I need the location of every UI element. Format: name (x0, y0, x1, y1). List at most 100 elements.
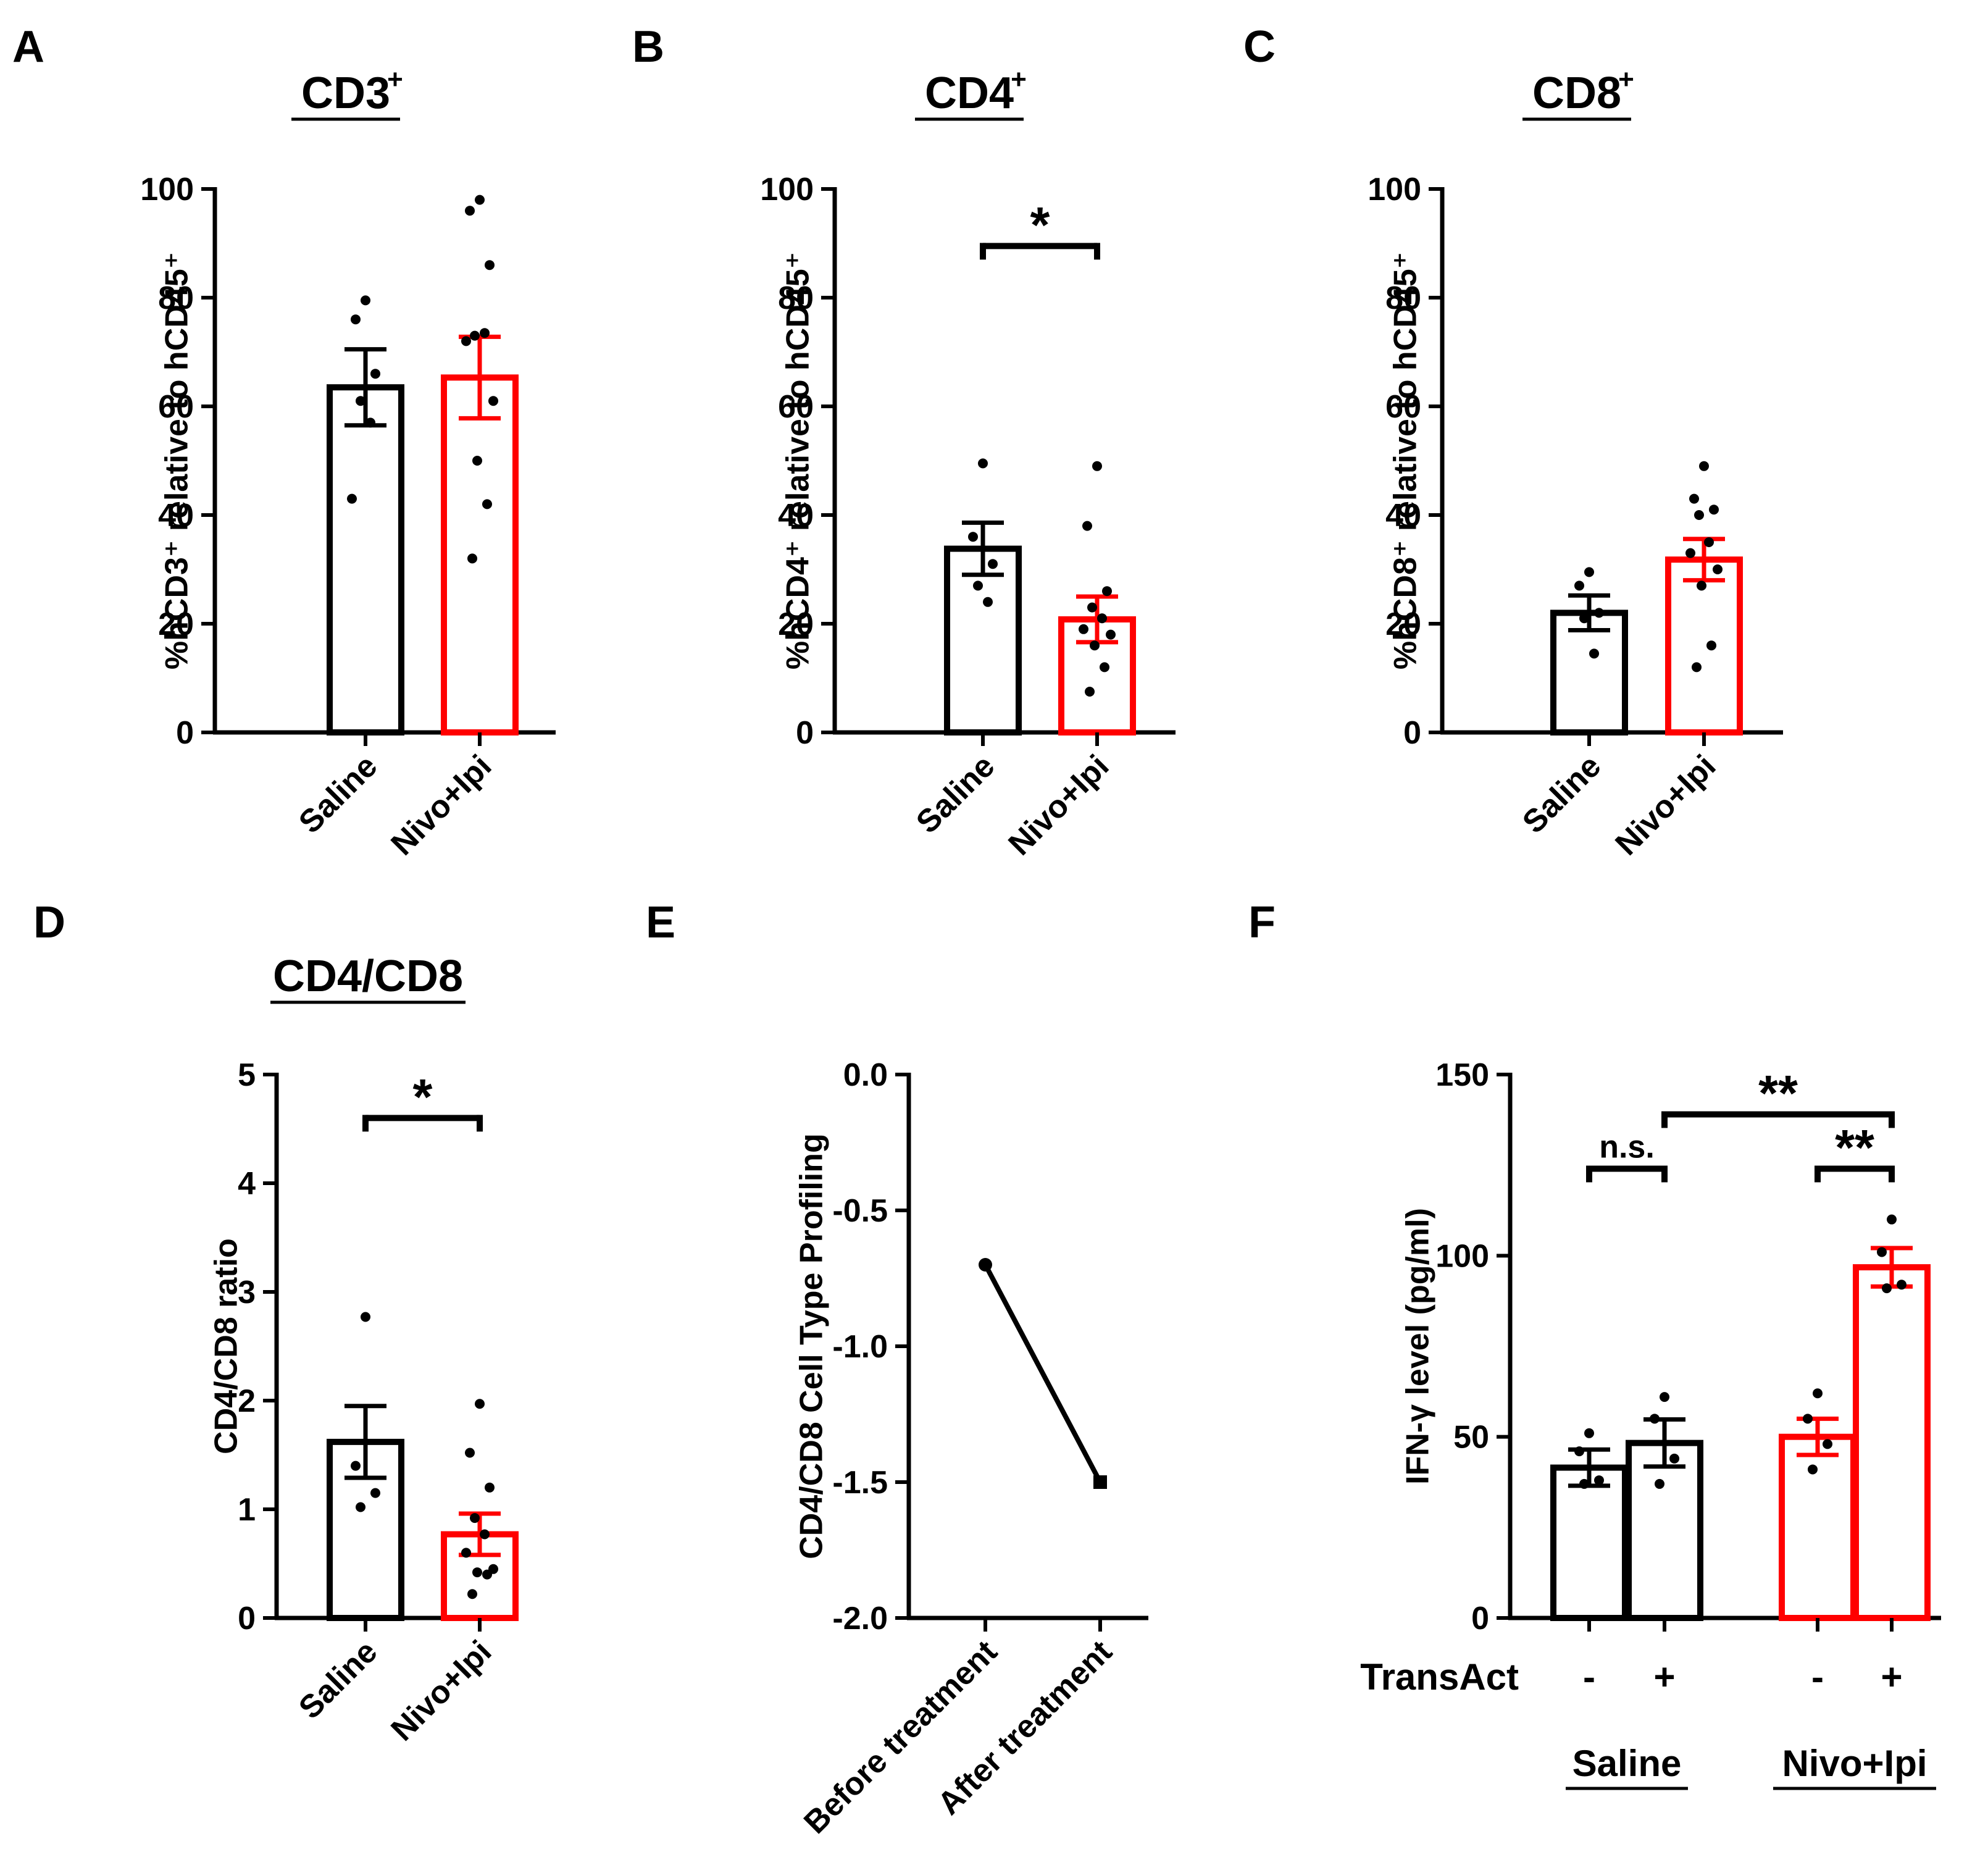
chart-title-superscript: + (1011, 64, 1027, 94)
group-label: Nivo+Ipi (1782, 1743, 1927, 1784)
data-point (1650, 1414, 1660, 1424)
significance-label: * (1030, 197, 1050, 253)
data-point (1594, 1475, 1604, 1486)
x-tick-label: Saline (1516, 748, 1608, 840)
data-point (365, 417, 375, 428)
series-line (983, 1264, 1103, 1483)
data-point (370, 369, 380, 379)
transact-sign: + (1653, 1656, 1675, 1698)
y-tick-label: 2 (238, 1383, 256, 1419)
bar (1853, 1264, 1931, 1621)
x-tick-label: Nivo+Ipi (1608, 748, 1723, 862)
data-point (1584, 1428, 1594, 1438)
chart-title-superscript: + (387, 64, 403, 94)
panel-f: F 0 50 100 150 IFN-γ level (pg/ml) n.s. ** ** Tra… (1248, 898, 1941, 1790)
y-axis-label: CD4/CD8 ratio (209, 1238, 244, 1454)
y-tick-label: 1 (238, 1492, 256, 1528)
panel-label: E (646, 898, 675, 947)
data-point (467, 553, 477, 564)
y-tick-label: 40 (1385, 498, 1421, 534)
bar (1550, 1464, 1628, 1622)
data-point (351, 314, 361, 325)
data-point (475, 1399, 485, 1409)
y-tick-label: 60 (778, 389, 814, 425)
data-point (1699, 461, 1709, 471)
data-point (1106, 629, 1116, 640)
data-point (1082, 521, 1092, 531)
transact-sign: - (1811, 1656, 1824, 1698)
data-point (1655, 1478, 1664, 1489)
data-point (356, 1502, 365, 1512)
data-point (356, 396, 365, 406)
panel-d: D CD4/CD8 0 1 2 3 4 5 CD4/CD8 ratio * Saline Nivo+I… (33, 898, 519, 1748)
data-point (361, 1312, 370, 1322)
y-tick-label: 0 (1471, 1601, 1489, 1637)
data-point (973, 580, 983, 591)
y-axis-label: %hCD3⁺ relative to hCD45⁺ (159, 252, 195, 669)
y-axis-label: CD4/CD8 Cell Type Profiling (794, 1133, 830, 1559)
bar (327, 384, 404, 736)
data-point (470, 1513, 480, 1523)
chart-title: CD4/CD8 (273, 952, 463, 1001)
data-point (480, 1529, 490, 1540)
data-point (1079, 624, 1088, 634)
y-tick-label: 20 (158, 606, 194, 642)
data-point (1689, 493, 1699, 504)
data-point (465, 1448, 475, 1458)
chart-title: CD4 (925, 69, 1014, 118)
bar (1779, 1433, 1856, 1622)
data-point (1706, 640, 1716, 651)
chart-title: CD8 (1532, 69, 1621, 118)
data-point (1709, 505, 1719, 515)
data-point (1803, 1414, 1813, 1424)
y-tick-label: -2.0 (832, 1601, 888, 1637)
data-point (1704, 537, 1714, 547)
y-tick-label: 20 (778, 606, 814, 642)
data-point (470, 330, 480, 341)
y-tick-label: 40 (778, 498, 814, 534)
y-tick-label: 50 (1453, 1420, 1489, 1456)
data-point (461, 1548, 471, 1558)
data-point (485, 1482, 495, 1493)
data-point (1097, 613, 1107, 624)
data-point (1100, 662, 1109, 673)
y-tick-label: 80 (158, 280, 194, 316)
data-point (370, 1488, 380, 1498)
panel-a: A CD3+0 20 40 60 80 100 %hCD3⁺ relative to hCD4… (12, 22, 556, 863)
data-point (1713, 564, 1723, 574)
bar (1626, 1440, 1703, 1621)
data-point (488, 396, 498, 406)
data-point (1808, 1464, 1818, 1475)
y-tick-label: 20 (1385, 606, 1421, 642)
data-point (1090, 640, 1100, 651)
y-axis-label: %hCD4⁺ relative to hCD45⁺ (780, 252, 816, 669)
x-tick-label: Nivo+Ipi (384, 1633, 498, 1748)
y-tick-label: 100 (760, 172, 814, 207)
data-point (983, 597, 993, 607)
panel-label: A (12, 22, 44, 72)
panel-c: C CD8+0 20 40 60 80 100 %hCD8⁺ relative to hCD4… (1243, 22, 1783, 863)
data-point (1579, 613, 1589, 624)
y-tick-label: 0 (1403, 715, 1421, 751)
data-point (1887, 1214, 1897, 1225)
y-tick-label: 0 (796, 715, 814, 751)
data-point (1694, 510, 1704, 520)
data-point (1697, 580, 1706, 591)
data-point-before (979, 1258, 992, 1272)
panel-b: B CD4+0 20 40 60 80 100 %hCD4⁺ relative to hCD4… (632, 22, 1176, 863)
y-tick-label: 0 (176, 715, 194, 751)
x-tick-label: Saline (909, 748, 1001, 840)
data-point (461, 336, 471, 346)
data-point (472, 1567, 482, 1578)
transact-sign: - (1583, 1656, 1595, 1698)
data-point (1882, 1283, 1892, 1294)
y-tick-label: 100 (1435, 1238, 1489, 1274)
significance-label: ** (1758, 1066, 1798, 1122)
x-tick-label: Saline (292, 748, 384, 840)
panel-label: C (1243, 22, 1276, 72)
data-point (351, 1461, 361, 1471)
data-point (988, 559, 998, 569)
y-tick-label: 0.0 (843, 1057, 888, 1093)
data-point (1669, 1453, 1679, 1464)
